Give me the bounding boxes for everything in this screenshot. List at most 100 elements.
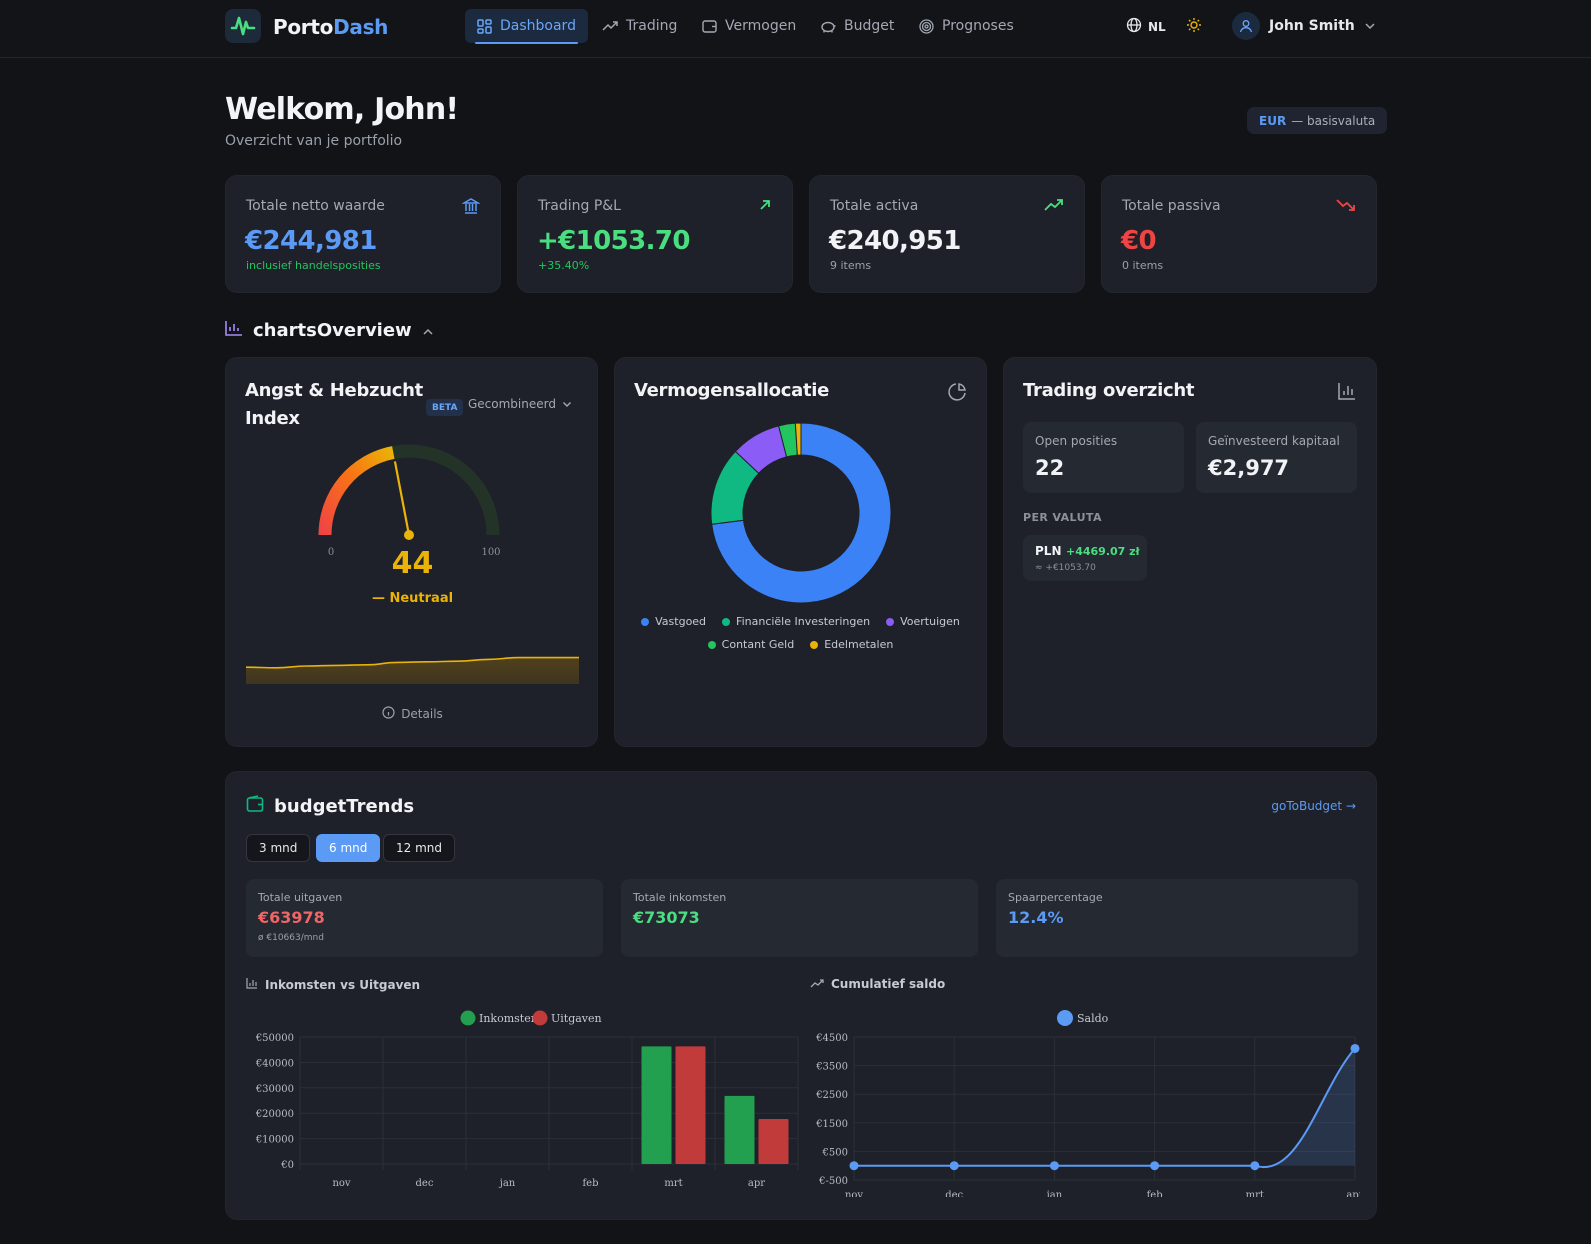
x-tick-label: feb <box>1147 1190 1163 1197</box>
stat-card-trading-pnl: Trading P&L +€1053.70 +35.40% <box>517 175 793 293</box>
gauge-min-label: 0 <box>328 547 334 558</box>
y-tick-label: €500 <box>822 1147 848 1158</box>
y-tick-label: €0 <box>280 1160 294 1171</box>
legend-swatch <box>1057 1010 1073 1026</box>
range-6-months-button[interactable]: 6 mnd <box>316 834 381 862</box>
stat-value: €240,951 <box>829 226 961 256</box>
index-mode-dropdown[interactable]: Gecombineerd <box>468 397 572 411</box>
allocation-legend-row-1: Vastgoed Financiële Investeringen Voertu… <box>615 615 986 628</box>
charts-overview-toggle[interactable]: chartsOverview <box>225 320 434 341</box>
y-tick-label: €-500 <box>818 1176 848 1187</box>
sentiment-dash: — <box>371 591 385 606</box>
line-point <box>1350 1043 1360 1053</box>
nav-prognoses[interactable]: Prognoses <box>907 9 1026 43</box>
nav-vermogen[interactable]: Vermogen <box>690 9 808 43</box>
bar-inkomsten <box>724 1095 755 1164</box>
chart-title-text: Cumulatief saldo <box>831 977 946 991</box>
income-vs-expenses-chart-title: Inkomsten vs Uitgaven <box>246 977 420 992</box>
x-tick-label: nov <box>332 1178 350 1189</box>
line-point <box>1150 1161 1160 1171</box>
language-label: NL <box>1148 19 1166 34</box>
trending-up-icon <box>602 20 618 32</box>
bar-chart-icon <box>246 977 258 992</box>
legend-label: Contant Geld <box>721 638 795 651</box>
line-point <box>1250 1161 1260 1171</box>
stat-label: Totale passiva <box>1122 198 1221 214</box>
base-currency-badge[interactable]: EUR — basisvaluta <box>1247 107 1388 134</box>
stat-sub: 0 items <box>1122 259 1164 272</box>
wallet-icon <box>246 795 264 818</box>
pie-chart-icon[interactable] <box>947 382 967 406</box>
legend-label: Financiële Investeringen <box>736 615 871 628</box>
cumulative-balance-chart-title: Cumulatief saldo <box>810 977 945 991</box>
trading-overview-panel: Trading overzicht Open posities 22 Geïnv… <box>1003 357 1377 747</box>
top-navigation-bar: PortoDash Dashboard Trading Vermogen Bud… <box>0 0 1591 58</box>
line-point <box>949 1161 959 1171</box>
nav-dashboard[interactable]: Dashboard <box>465 9 588 44</box>
open-positions-value: 22 <box>1035 456 1065 480</box>
legend-item[interactable]: Contant Geld <box>707 638 795 651</box>
y-tick-label: €50000 <box>255 1033 294 1044</box>
bank-icon <box>461 197 481 219</box>
sun-icon[interactable] <box>1186 17 1202 37</box>
arrow-up-right-icon <box>758 197 772 216</box>
user-avatar-icon <box>1232 12 1260 40</box>
legend-dot <box>707 640 716 649</box>
x-tick-label: dec <box>416 1178 434 1189</box>
nav-prognoses-label: Prognoses <box>942 18 1014 34</box>
logo-icon[interactable] <box>225 9 261 43</box>
stat-sub: inclusief handelsposities <box>246 259 381 272</box>
y-tick-label: €4500 <box>815 1033 848 1044</box>
line-point <box>849 1161 859 1171</box>
income-vs-expenses-bar-chart: €50000 €40000 €30000 €20000 €10000 €0 nov dec ja… <box>255 1010 799 1189</box>
trading-overview-title: Trading overzicht <box>1023 380 1195 401</box>
stat-card-net-worth: Totale netto waarde €244,981 inclusief h… <box>225 175 501 293</box>
fear-greed-title: Angst & Hebzucht Index <box>245 377 423 433</box>
go-to-budget-link[interactable]: goToBudget → <box>1271 799 1356 813</box>
gauge-track <box>318 444 500 536</box>
x-tick-label: apr <box>748 1178 765 1189</box>
legend-item[interactable]: Financiële Investeringen <box>722 615 870 628</box>
legend-label: Voertuigen <box>900 615 960 628</box>
fear-greed-panel: Angst & Hebzucht Index BETA Gecombineerd… <box>225 357 598 747</box>
currency-code: EUR <box>1259 113 1287 128</box>
wallet-icon <box>702 19 717 33</box>
grid-icon <box>477 18 492 34</box>
nav-trading[interactable]: Trading <box>590 9 689 43</box>
invested-capital-card: Geïnvesteerd kapitaal €2,977 <box>1196 422 1357 493</box>
page-title: Welkom, John! <box>225 92 459 127</box>
stat-value: €0 <box>1121 226 1157 256</box>
legend-item[interactable]: Voertuigen <box>886 615 960 628</box>
legend-item[interactable]: Vastgoed <box>641 615 706 628</box>
savings-rate-card: Spaarpercentage 12.4% <box>996 879 1358 957</box>
details-link[interactable]: Details <box>226 706 599 722</box>
range-3-months-button[interactable]: 3 mnd <box>246 834 311 862</box>
fear-greed-title-line2: Index <box>245 408 300 429</box>
range-12-months-button[interactable]: 12 mnd <box>383 834 455 862</box>
nav-budget-label: Budget <box>844 18 895 34</box>
donut-slice-edelmetalen <box>794 422 802 456</box>
x-tick-label: apr <box>1346 1190 1360 1197</box>
per-currency-label: PER VALUTA <box>1023 511 1102 524</box>
target-icon <box>919 18 934 34</box>
nav-budget[interactable]: Budget <box>808 9 906 43</box>
stat-sub: +35.40% <box>538 259 590 272</box>
bar-uitgaven <box>758 1119 789 1164</box>
bar-chart-icon[interactable] <box>1338 382 1356 404</box>
chevron-down-icon <box>562 397 572 411</box>
invested-capital-value: €2,977 <box>1208 456 1290 480</box>
budget-trends-title: budgetTrends <box>274 796 415 817</box>
gauge-fill <box>318 446 395 536</box>
user-name: John Smith <box>1269 18 1355 34</box>
language-switcher[interactable]: NL <box>1126 17 1166 36</box>
fear-greed-sentiment: — Neutraal <box>226 591 599 606</box>
brand-name[interactable]: PortoDash <box>273 15 388 39</box>
user-menu[interactable]: John Smith <box>1232 12 1376 40</box>
savings-rate-label: Spaarpercentage <box>1008 891 1103 904</box>
stat-card-total-assets: Totale activa €240,951 9 items <box>809 175 1085 293</box>
legend-swatch <box>532 1010 548 1026</box>
legend-label: Uitgaven <box>551 1012 602 1025</box>
x-tick-label: dec <box>945 1190 963 1197</box>
beta-badge: BETA <box>426 399 464 416</box>
legend-item[interactable]: Edelmetalen <box>810 638 893 651</box>
